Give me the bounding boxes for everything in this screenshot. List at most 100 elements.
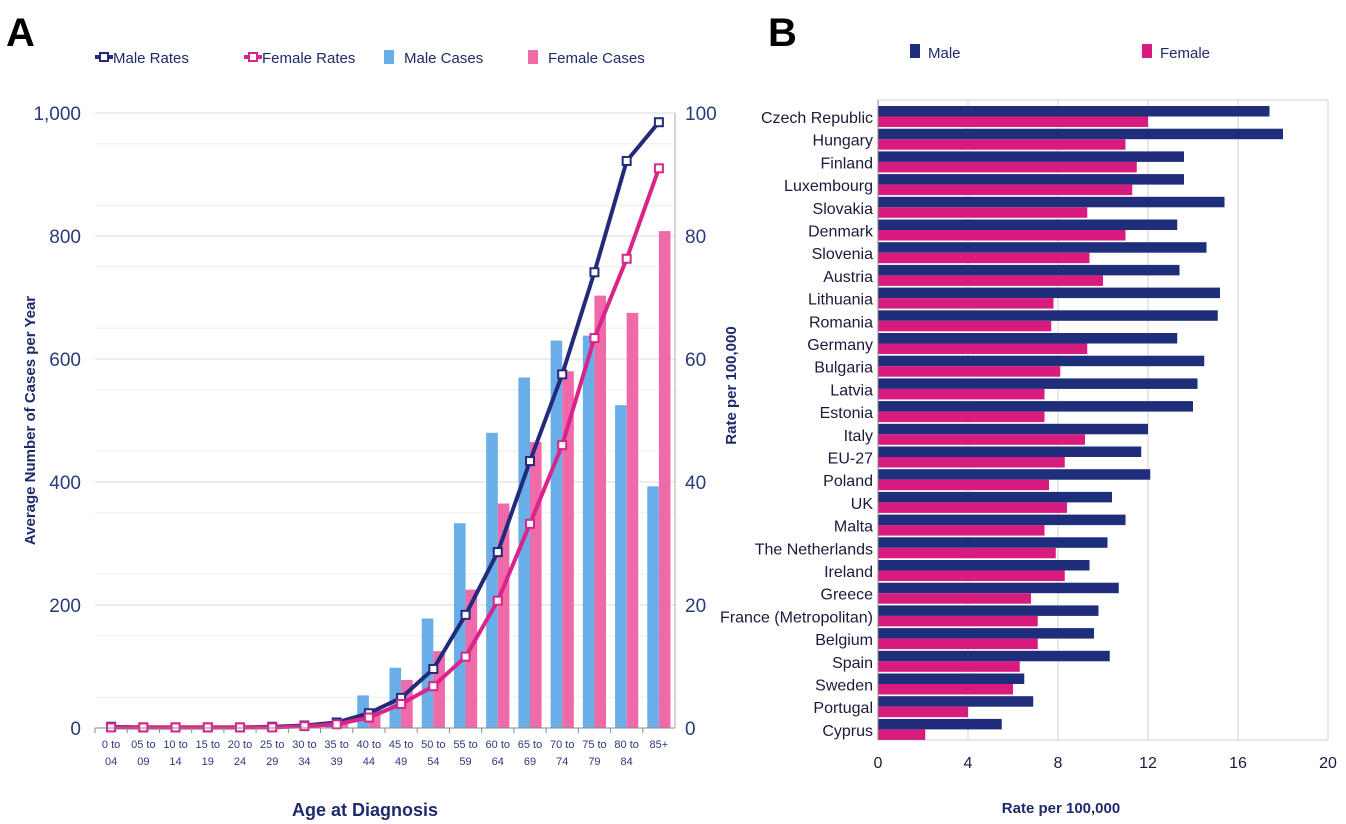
x-tick-a-10-line1: 50 to bbox=[421, 739, 445, 751]
country-label-5: Denmark bbox=[808, 224, 874, 241]
legend-b-label-1: Female bbox=[1160, 45, 1210, 62]
marker-male-rates-14 bbox=[557, 369, 568, 380]
x-tick-a-8-line2: 44 bbox=[363, 756, 375, 768]
country-label-13: Estonia bbox=[820, 405, 873, 422]
bar-b-female-17 bbox=[878, 502, 1067, 513]
y-tick-right-3: 60 bbox=[685, 350, 706, 371]
country-label-26: Portugal bbox=[813, 700, 873, 717]
bar-b-female-27 bbox=[878, 729, 926, 740]
x-tick-a-10-line2: 54 bbox=[427, 756, 439, 768]
bar-male-cases-8 bbox=[357, 695, 369, 728]
bar-female-cases-15 bbox=[594, 295, 607, 728]
marker-female-rates-3 bbox=[202, 722, 213, 733]
bar-b-female-23 bbox=[878, 638, 1038, 650]
bar-b-female-6 bbox=[878, 252, 1090, 264]
country-label-16: Poland bbox=[823, 473, 873, 490]
bar-b-female-10 bbox=[878, 343, 1088, 354]
line-female-rates bbox=[111, 167, 661, 730]
x-tick-a-17: 85+ bbox=[650, 739, 669, 751]
bar-female-cases-11 bbox=[465, 589, 478, 728]
bar-b-male-10 bbox=[878, 333, 1178, 344]
country-label-1: Hungary bbox=[813, 133, 873, 150]
bar-male-cases-14 bbox=[550, 340, 563, 728]
bar-b-male-14 bbox=[878, 423, 1148, 435]
marker-male-rates-10 bbox=[428, 663, 439, 674]
bar-b-male-15 bbox=[878, 446, 1142, 457]
x-tick-a-0-line1: 0 to bbox=[102, 739, 120, 751]
marker-female-rates-12 bbox=[492, 595, 503, 606]
x-tick-a-1-line2: 09 bbox=[137, 756, 149, 768]
bar-b-female-13 bbox=[878, 411, 1045, 423]
bar-b-male-9 bbox=[878, 310, 1218, 321]
bar-female-cases-14 bbox=[562, 371, 574, 728]
country-label-23: Belgium bbox=[815, 632, 873, 649]
x-tick-a-5-line2: 29 bbox=[266, 756, 278, 768]
country-label-25: Sweden bbox=[815, 678, 873, 695]
bar-female-cases-17 bbox=[658, 231, 671, 728]
bar-female-cases-9 bbox=[401, 680, 413, 728]
country-label-2: Finland bbox=[821, 155, 873, 172]
marker-male-rates-17 bbox=[653, 117, 664, 128]
bar-b-female-18 bbox=[878, 525, 1045, 536]
bar-b-male-17 bbox=[878, 491, 1112, 503]
panel-b-axes: 0 4 8 12 16 20 Czech Republic Hungary Finland Lux… bbox=[720, 100, 1337, 817]
bar-male-cases-9 bbox=[389, 667, 402, 728]
y-tick-left-0: 0 bbox=[70, 719, 81, 740]
bar-b-male-24 bbox=[878, 650, 1110, 662]
bar-b-male-21 bbox=[878, 582, 1119, 594]
x-tick-a-5-line1: 25 to bbox=[260, 739, 284, 751]
x-tick-b-3: 12 bbox=[1139, 755, 1157, 772]
bar-b-male-13 bbox=[878, 401, 1193, 412]
bar-b-female-14 bbox=[878, 434, 1085, 445]
country-label-3: Luxembourg bbox=[784, 178, 873, 195]
panel-a-axes: 0 200 400 600 800 1,000 0 20 40 60 80 100 0 to 04 05 t… bbox=[22, 104, 740, 820]
country-label-10: Germany bbox=[807, 337, 873, 354]
country-label-9: Romania bbox=[809, 314, 873, 331]
legend-a-label-0: Male Rates bbox=[113, 50, 189, 67]
legend-a-marker-0 bbox=[99, 52, 109, 62]
y-tick-left-5: 1,000 bbox=[33, 104, 81, 125]
x-tick-a-15-line1: 75 to bbox=[582, 739, 606, 751]
marker-female-rates-1 bbox=[138, 722, 149, 733]
legend-a-label-3: Female Cases bbox=[548, 50, 645, 67]
marker-female-rates-5 bbox=[267, 722, 278, 733]
country-label-6: Slovenia bbox=[812, 246, 873, 263]
bar-b-female-24 bbox=[878, 661, 1020, 672]
bar-b-male-5 bbox=[878, 219, 1178, 230]
bar-b-male-18 bbox=[878, 514, 1126, 526]
panel-a-legend: Male Rates Female Rates Male Cases Female C… bbox=[95, 50, 645, 67]
bar-b-male-2 bbox=[878, 151, 1184, 162]
x-tick-a-13-line1: 65 to bbox=[518, 739, 542, 751]
bar-female-cases-13 bbox=[530, 442, 542, 728]
country-label-14: Italy bbox=[844, 428, 873, 445]
bar-b-male-27 bbox=[878, 718, 1002, 730]
line-male-rates bbox=[111, 120, 661, 730]
x-tick-a-6-line1: 30 to bbox=[292, 739, 316, 751]
bar-b-female-7 bbox=[878, 275, 1103, 286]
country-label-12: Latvia bbox=[830, 382, 873, 399]
bar-b-female-8 bbox=[878, 298, 1054, 309]
x-tick-a-4-line2: 24 bbox=[234, 756, 246, 768]
bar-b-male-26 bbox=[878, 696, 1034, 707]
bar-female-cases-10 bbox=[433, 651, 445, 728]
bar-b-female-21 bbox=[878, 593, 1031, 604]
bar-b-female-3 bbox=[878, 184, 1133, 196]
x-tick-a-9-line2: 49 bbox=[395, 756, 407, 768]
country-label-20: Ireland bbox=[824, 564, 873, 581]
bar-male-cases-16 bbox=[615, 405, 627, 728]
country-label-17: UK bbox=[851, 496, 874, 513]
bar-b-male-11 bbox=[878, 355, 1205, 367]
bar-b-female-0 bbox=[878, 116, 1148, 127]
x-tick-a-7-line1: 35 to bbox=[324, 739, 348, 751]
x-tick-a-3-line1: 15 to bbox=[196, 739, 220, 751]
x-tick-a-3-line2: 19 bbox=[202, 756, 214, 768]
x-tick-b-5: 20 bbox=[1319, 755, 1337, 772]
y-tick-right-0: 0 bbox=[685, 719, 696, 740]
x-tick-a-2-line1: 10 to bbox=[163, 739, 187, 751]
y-axis-title-left: Average Number of Cases per Year bbox=[22, 296, 39, 545]
bar-b-female-15 bbox=[878, 457, 1065, 468]
bar-b-female-19 bbox=[878, 547, 1056, 559]
x-tick-a-16-line1: 80 to bbox=[614, 739, 638, 751]
legend-a-swatch-2 bbox=[384, 50, 394, 64]
bar-b-male-8 bbox=[878, 287, 1220, 299]
